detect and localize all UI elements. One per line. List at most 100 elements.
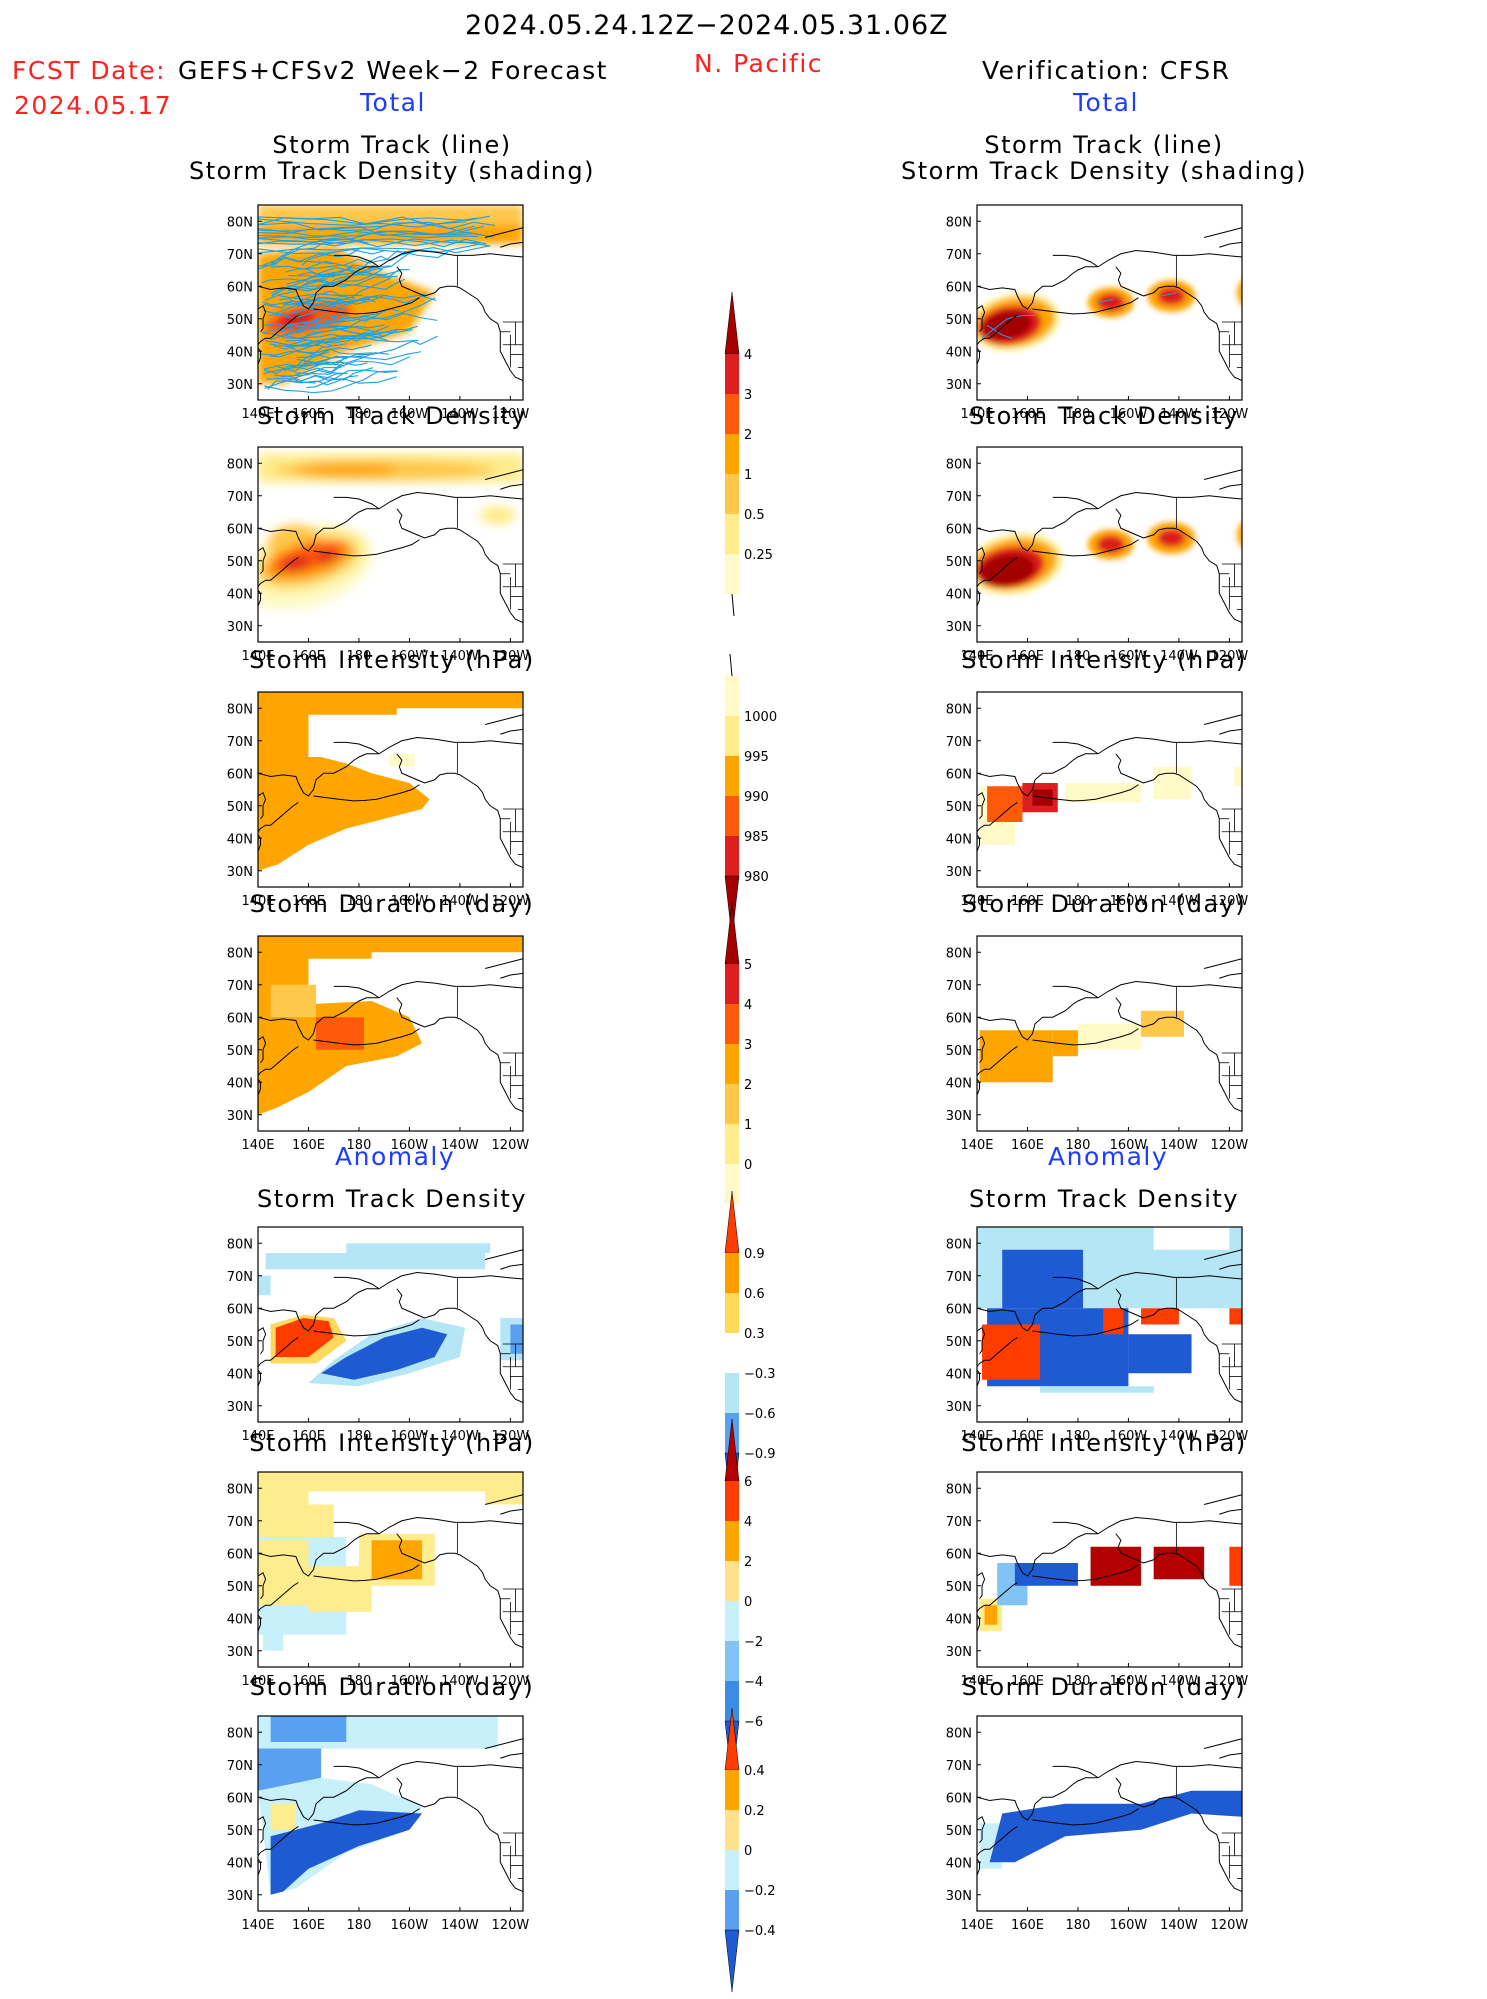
coastline [333,1521,380,1535]
field-shading [270,984,317,1018]
colorbar-swatch [725,354,739,394]
x-tick-label: 180 [347,1918,372,1933]
storm-track-line [287,273,333,292]
field-shading [258,205,523,225]
y-tick-label: 70N [946,1270,972,1285]
field-shading [265,1253,486,1270]
field-shading [1229,1308,1242,1325]
x-tick-label: 140W [1160,1429,1198,1444]
colorbar-label: 0 [744,1844,752,1859]
coastline [977,997,1099,1041]
x-tick-label: 140E [960,1918,993,1933]
colorbar-duration-anom: 0.4 0.2 0 −0.2 −0.4 [715,1705,785,1999]
x-tick-label: 160E [1011,1918,1044,1933]
colorbar-label: 985 [744,830,769,845]
coastline [1052,254,1099,268]
colorbar-swatch [725,554,739,594]
coastline [313,784,420,802]
field-shading [989,1790,1242,1863]
coastline [258,315,299,346]
y-tick-label: 30N [946,620,972,635]
coastline [258,266,380,310]
coastline [333,496,380,510]
colorbar-swatch [725,964,739,1004]
x-tick-label: 140E [241,1674,274,1689]
field-shading [316,551,336,564]
x-tick-label: 160E [1011,1429,1044,1444]
anomaly-right-label: Anomaly [1048,1142,1169,1171]
colorbar-label: −2 [744,1635,763,1650]
coastline [258,1337,299,1368]
coastline [977,791,986,820]
x-tick-label: 140E [241,407,274,422]
y-tick-label: 50N [227,313,253,328]
x-tick-label: 120W [492,1429,530,1444]
storm-track-line [303,312,438,325]
coastline [258,834,262,852]
storm-track-line [295,352,390,376]
coastline [378,491,523,510]
field-shading [346,1243,491,1253]
coastline [977,1815,986,1844]
y-tick-label: 80N [227,702,253,717]
x-tick-label: 120W [1211,1429,1249,1444]
y-tick-label: 70N [227,248,253,263]
x-tick-label: 140W [1160,1138,1198,1153]
coastline [977,834,981,852]
x-tick-label: 140W [1160,894,1198,909]
storm-track-line [303,355,365,366]
colorbar-swatch [725,1890,739,1930]
left-anom-intensity-title: Storm Intensity (hPa) [249,1429,535,1457]
y-tick-label: 40N [946,345,972,360]
colorbar-swatch [725,1810,739,1850]
colorbar-label: −0.3 [744,1367,776,1382]
coastline [313,1808,420,1826]
coastline [1097,1271,1242,1290]
coastline [485,714,523,725]
y-tick-label: 60N [946,280,972,295]
right-anom-density-title: Storm Track Density [969,1185,1239,1213]
field-shading [270,1810,423,1895]
coastline [378,736,523,755]
x-tick-label: 160W [1110,1674,1148,1689]
coastline [258,1035,267,1064]
coastline [1219,241,1242,248]
field-shading [1157,529,1186,547]
y-tick-label: 40N [946,1856,972,1871]
coastline [500,972,523,979]
storm-track-line [258,238,481,248]
x-tick-label: 180 [1066,649,1091,664]
coastline [485,469,523,480]
x-tick-label: 160E [292,894,325,909]
coastline [1115,1533,1242,1648]
field-shading [258,1001,423,1115]
x-tick-label: 120W [492,1138,530,1153]
storm-track-line [277,325,413,333]
y-tick-label: 50N [946,1044,972,1059]
colorbar-label: 990 [744,790,769,805]
y-tick-label: 60N [227,767,253,782]
colorbar-label: 0.2 [744,1804,765,1819]
y-tick-label: 30N [227,1645,253,1660]
colorbar-swatch [725,434,739,474]
colorbar-intensity-total: 1000 995 990 985 980 [715,651,785,945]
y-tick-label: 30N [227,1109,253,1124]
map-svg: 140E 160E 180 160W 140W 120W 80N 70N 60N 50N 40N 30… [227,446,529,664]
y-tick-label: 30N [946,1400,972,1415]
x-tick-label: 140E [241,1429,274,1444]
storm-track-line [258,238,487,248]
colorbar-swatch [725,1333,739,1373]
coastline [1204,1494,1242,1505]
field-shading [979,554,1035,587]
coastline [378,249,523,268]
y-tick-label: 30N [946,1645,972,1660]
y-tick-label: 50N [946,313,972,328]
x-tick-label: 140W [1160,1674,1198,1689]
y-tick-label: 50N [946,1335,972,1350]
field-shading [510,1324,523,1354]
coastline [1204,958,1242,969]
x-tick-label: 140W [441,1674,479,1689]
map-frame [976,1226,1243,1423]
storm-track-line [267,277,391,316]
colorbar-swatch [725,1850,739,1890]
